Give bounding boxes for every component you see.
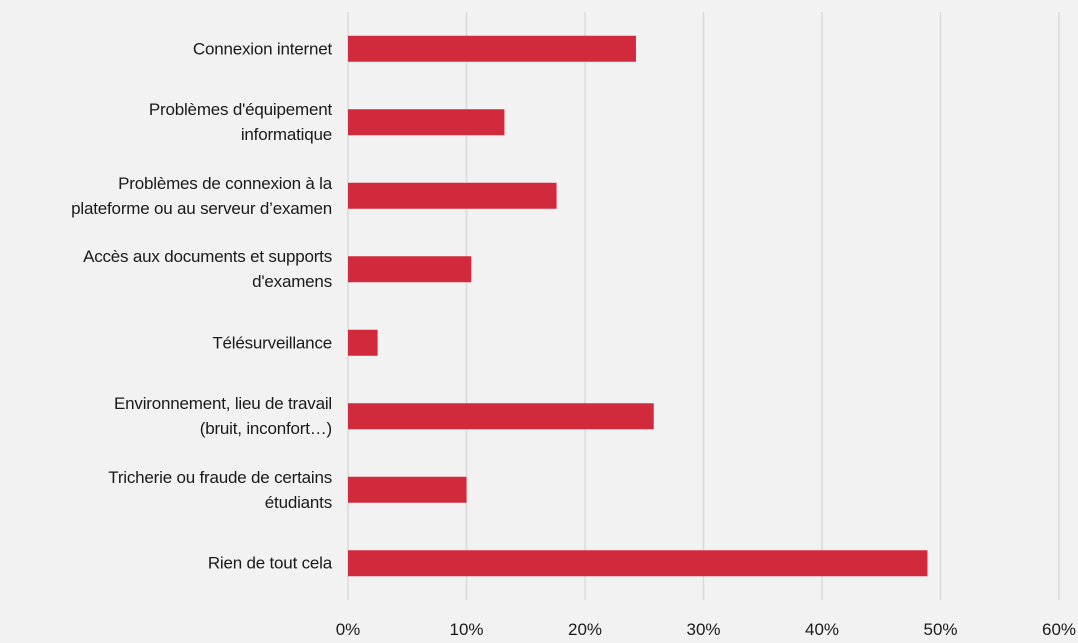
x-tick-label: 60% <box>1041 620 1077 639</box>
x-tick-label: 40% <box>804 620 840 639</box>
bar <box>348 403 654 430</box>
bar <box>348 550 928 577</box>
x-tick-label: 30% <box>686 620 721 639</box>
x-tick-label: 10% <box>449 620 484 639</box>
y-tick-label: Environnement, lieu de travail (bruit, i… <box>114 394 332 439</box>
bar <box>348 109 505 136</box>
y-tick-label: Connexion internet <box>192 39 332 59</box>
bar <box>348 182 557 209</box>
x-tick-label: 20% <box>567 620 603 639</box>
x-tick-label: 50% <box>923 620 958 639</box>
x-tick-label: 0% <box>335 620 361 639</box>
y-tick-label: Problèmes de connexion à la plateforme o… <box>71 173 332 218</box>
bar <box>348 476 467 503</box>
y-tick-label: Tricherie ou fraude de certains étudiant… <box>108 467 332 512</box>
bar <box>348 35 636 62</box>
y-tick-label: Accès aux documents et supports d'examen… <box>83 247 332 292</box>
y-tick-label: Télésurveillance <box>212 333 332 353</box>
bar <box>348 329 378 356</box>
y-tick-label: Problèmes d'équipement informatique <box>148 100 332 145</box>
bar <box>348 256 472 283</box>
y-tick-label: Rien de tout cela <box>207 553 332 573</box>
